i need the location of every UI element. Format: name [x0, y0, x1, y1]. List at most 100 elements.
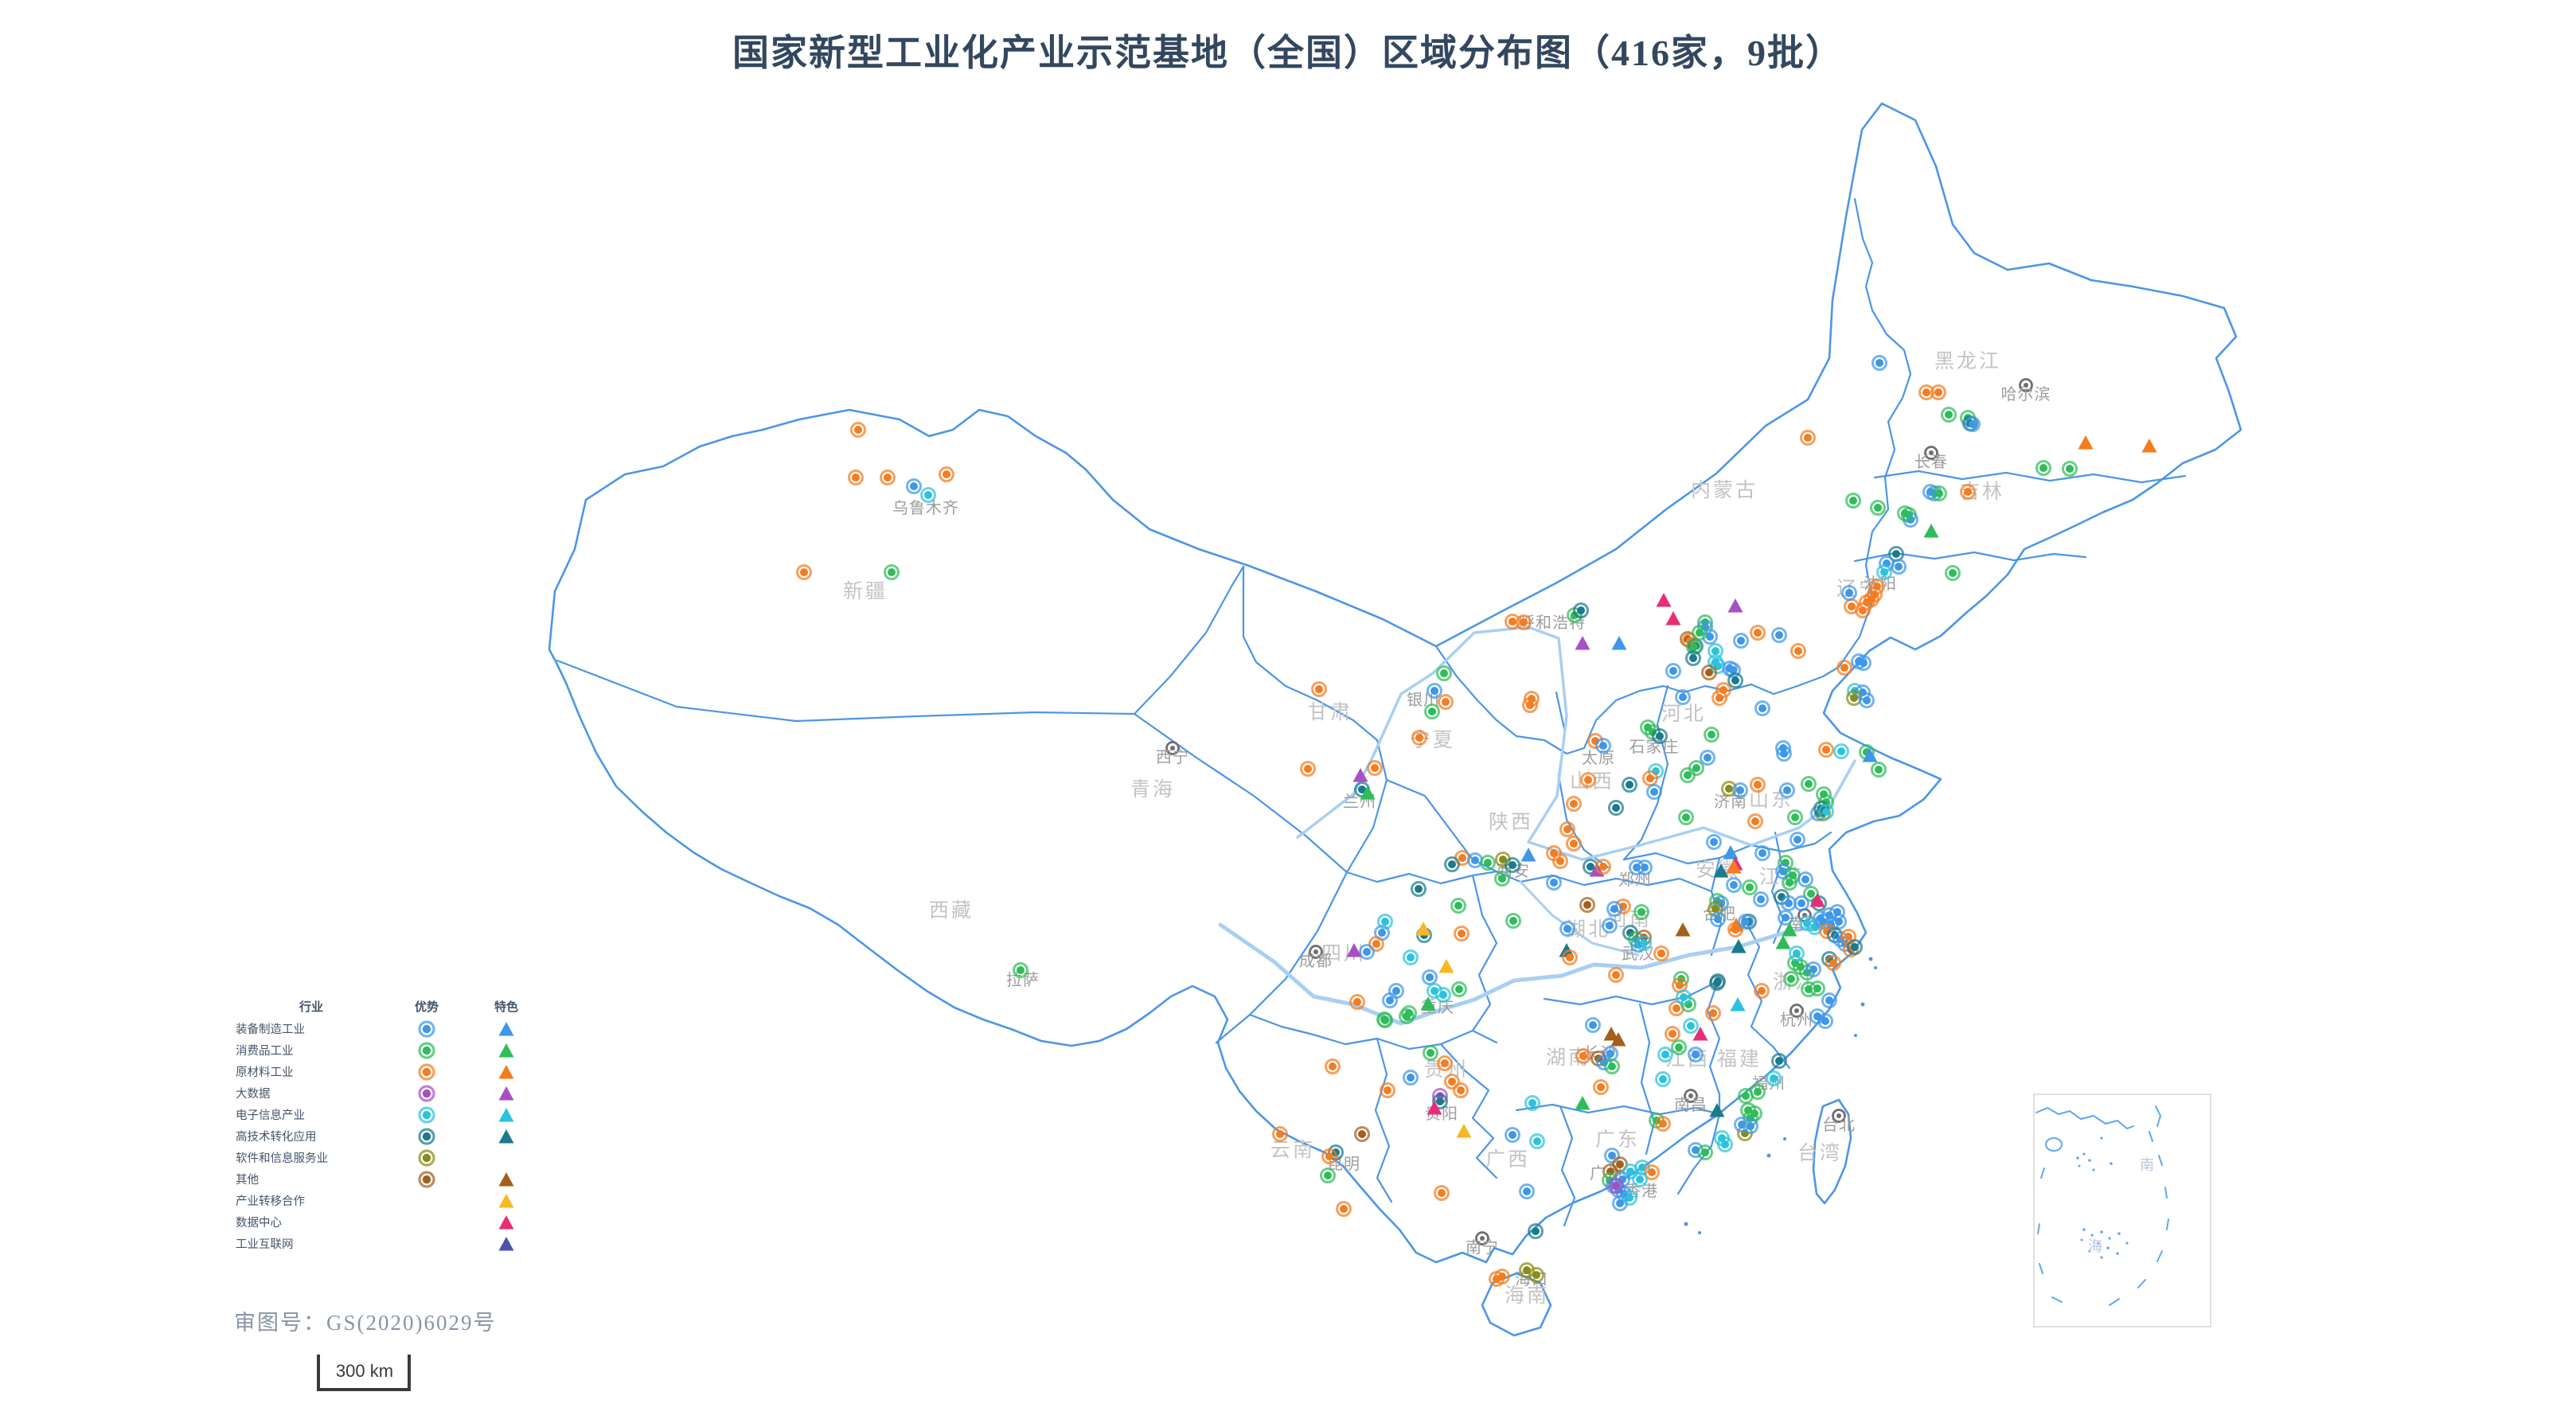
marker-circle-advantage[interactable] [1778, 910, 1793, 926]
marker-circle-advantage[interactable] [1559, 921, 1575, 937]
marker-circle-advantage[interactable] [1872, 355, 1887, 371]
marker-circle-advantage[interactable] [1706, 834, 1722, 850]
marker-circle-advantage[interactable] [1725, 662, 1741, 678]
marker-circle-advantage[interactable] [1505, 1127, 1520, 1143]
marker-circle-advantage[interactable] [1753, 891, 1769, 907]
marker-circle-advantage[interactable] [1562, 949, 1578, 965]
marker-circle-advantage[interactable] [1705, 1005, 1721, 1021]
marker-circle-advantage[interactable] [1701, 665, 1717, 680]
marker-circle-advantage[interactable] [1870, 500, 1886, 516]
marker-circle-advantage[interactable] [1467, 852, 1483, 868]
marker-circle-advantage[interactable] [1960, 484, 1976, 500]
marker-circle-advantage[interactable] [1941, 407, 1957, 423]
marker-circle-advantage[interactable] [1692, 625, 1708, 641]
marker-circle-advantage[interactable] [1622, 777, 1637, 793]
marker-circle-advantage[interactable] [1411, 881, 1427, 897]
marker-circle-advantage[interactable] [1790, 643, 1806, 659]
marker-circle-advantage[interactable] [1688, 1047, 1704, 1062]
marker-circle-advantage[interactable] [1685, 650, 1701, 666]
marker-triangle-feature[interactable] [1611, 636, 1627, 650]
marker-circle-advantage[interactable] [1918, 384, 1934, 400]
marker-circle-advantage[interactable] [1891, 559, 1907, 575]
marker-circle-advantage[interactable] [1750, 777, 1766, 793]
legend-row[interactable]: 消费品工业 [236, 1039, 546, 1061]
legend-row[interactable]: 原材料工业 [236, 1061, 546, 1082]
marker-circle-advantage[interactable] [1825, 955, 1841, 971]
marker-circle-advantage[interactable] [796, 564, 812, 580]
marker-circle-advantage[interactable] [1612, 1195, 1628, 1211]
marker-triangle-feature[interactable] [1420, 996, 1436, 1011]
marker-circle-advantage[interactable] [1754, 983, 1770, 999]
marker-circle-advantage[interactable] [1697, 1144, 1713, 1160]
marker-circle-advantage[interactable] [1411, 730, 1427, 746]
marker-circle-advantage[interactable] [1931, 485, 1947, 501]
marker-circle-advantage[interactable] [1640, 719, 1656, 735]
marker-circle-advantage[interactable] [1779, 782, 1795, 798]
marker-circle-advantage[interactable] [1675, 689, 1691, 705]
marker-circle-advantage[interactable] [1655, 1116, 1671, 1132]
marker-circle-advantage[interactable] [1606, 901, 1622, 917]
marker-circle-advantage[interactable] [850, 422, 866, 438]
marker-circle-advantage[interactable] [1376, 1012, 1392, 1027]
marker-circle-advantage[interactable] [1424, 704, 1440, 719]
marker-triangle-feature[interactable] [1352, 768, 1368, 782]
marker-circle-advantage[interactable] [1633, 904, 1649, 920]
marker-circle-advantage[interactable] [1579, 897, 1595, 913]
marker-circle-advantage[interactable] [1593, 1079, 1609, 1095]
marker-circle-advantage[interactable] [1655, 1071, 1671, 1087]
marker-circle-advantage[interactable] [1529, 1133, 1545, 1149]
marker-circle-advantage[interactable] [1368, 936, 1384, 952]
marker-circle-advantage[interactable] [1671, 1039, 1687, 1055]
marker-circle-advantage[interactable] [1726, 877, 1742, 893]
marker-circle-advantage[interactable] [1423, 1045, 1438, 1061]
marker-circle-advantage[interactable] [1771, 627, 1787, 643]
marker-circle-advantage[interactable] [1602, 918, 1618, 934]
marker-circle-advantage[interactable] [1793, 895, 1809, 911]
marker-circle-advantage[interactable] [1367, 760, 1383, 776]
marker-circle-advantage[interactable] [1732, 782, 1748, 798]
marker-circle-advantage[interactable] [2035, 460, 2051, 476]
marker-circle-advantage[interactable] [1377, 914, 1393, 930]
marker-triangle-feature[interactable] [1603, 1027, 1619, 1041]
marker-triangle-feature[interactable] [1346, 943, 1362, 957]
marker-circle-advantage[interactable] [939, 466, 954, 482]
marker-circle-advantage[interactable] [1559, 821, 1575, 837]
legend-row[interactable]: 软件和信息服务业 [236, 1147, 546, 1168]
marker-circle-advantage[interactable] [1444, 1074, 1460, 1090]
marker-circle-advantage[interactable] [1790, 832, 1805, 848]
marker-circle-advantage[interactable] [2062, 461, 2078, 477]
marker-circle-advantage[interactable] [1382, 992, 1398, 1008]
marker-circle-advantage[interactable] [1453, 1082, 1469, 1098]
marker-circle-advantage[interactable] [1897, 505, 1913, 521]
marker-triangle-feature[interactable] [1862, 748, 1878, 762]
marker-circle-advantage[interactable] [884, 564, 900, 580]
marker-triangle-feature[interactable] [1665, 611, 1681, 626]
marker-circle-advantage[interactable] [1450, 898, 1466, 914]
marker-circle-advantage[interactable] [1505, 857, 1520, 873]
marker-triangle-feature[interactable] [1520, 848, 1536, 862]
marker-circle-advantage[interactable] [1789, 945, 1805, 961]
marker-circle-advantage[interactable] [1300, 761, 1316, 777]
marker-circle-advantage[interactable] [1781, 895, 1797, 911]
marker-circle-advantage[interactable] [920, 487, 936, 503]
marker-triangle-feature[interactable] [1782, 922, 1797, 937]
marker-circle-advantage[interactable] [1754, 700, 1770, 716]
marker-circle-advantage[interactable] [1841, 585, 1857, 601]
marker-circle-advantage[interactable] [1845, 493, 1861, 509]
marker-circle-advantage[interactable] [1710, 911, 1726, 927]
marker-circle-advantage[interactable] [1595, 738, 1611, 754]
marker-circle-advantage[interactable] [1632, 1172, 1648, 1187]
legend-row[interactable]: 高技术转化应用 [236, 1125, 546, 1147]
marker-triangle-feature[interactable] [1360, 786, 1376, 800]
marker-circle-advantage[interactable] [1817, 1013, 1833, 1029]
marker-circle-advantage[interactable] [1665, 663, 1681, 679]
marker-circle-advantage[interactable] [1422, 969, 1438, 985]
marker-circle-advantage[interactable] [1750, 1084, 1766, 1100]
marker-triangle-feature[interactable] [2078, 435, 2094, 450]
marker-circle-advantage[interactable] [1836, 660, 1852, 676]
marker-circle-advantage[interactable] [1821, 992, 1837, 1008]
marker-circle-advantage[interactable] [1336, 1201, 1352, 1217]
marker-circle-advantage[interactable] [1604, 1148, 1620, 1164]
marker-circle-advantage[interactable] [1733, 633, 1749, 649]
marker-circle-advantage[interactable] [1945, 565, 1961, 581]
